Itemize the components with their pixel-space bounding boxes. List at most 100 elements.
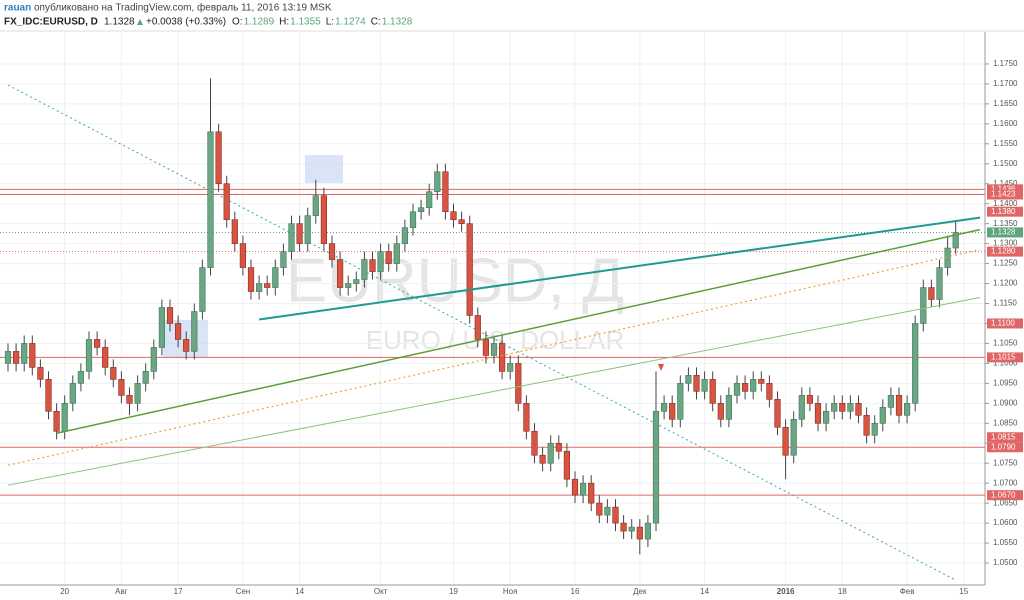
candle-body — [944, 247, 951, 268]
candle-body — [142, 371, 149, 384]
candle-body — [903, 403, 911, 416]
header-ohlc: O: 1.1289 H: 1.1355 L: 1.1274 C: 1.1328 — [232, 17, 413, 28]
level-label-box — [987, 490, 1023, 501]
candle-body — [515, 363, 522, 404]
candle-body — [409, 211, 417, 228]
candles — [4, 78, 959, 555]
candle-body — [571, 478, 579, 496]
signal-marker — [658, 364, 664, 371]
y-tick-label: 1.1450 — [993, 179, 1018, 188]
candle-body — [458, 219, 465, 224]
x-tick-label: 19 — [449, 587, 458, 596]
candle-body — [547, 442, 554, 464]
candle-body — [498, 343, 506, 372]
level-label: 1.1015 — [991, 353, 1016, 362]
x-tick-label: 14 — [295, 587, 304, 596]
y-tick-label: 1.1150 — [993, 299, 1017, 308]
ohlc-value: 1.1289 — [244, 17, 275, 28]
candle-body — [596, 502, 603, 516]
candle-body — [490, 343, 498, 356]
candle-body — [29, 343, 36, 368]
candle-body — [272, 267, 279, 288]
candle-body — [863, 415, 870, 436]
x-tick-label: 14 — [700, 587, 709, 596]
y-tick-label: 1.1050 — [993, 339, 1018, 348]
x-tick-label: Авг — [115, 587, 128, 596]
candle-body — [741, 383, 749, 392]
candle-body — [482, 339, 490, 356]
level-label: 1.1100 — [991, 319, 1015, 328]
candle-body — [247, 267, 255, 292]
ohlc-value: 1.1274 — [335, 17, 366, 28]
candle-body — [620, 522, 627, 532]
candle-body — [336, 259, 344, 288]
candle-body — [531, 430, 538, 456]
level-label-box — [987, 206, 1023, 217]
y-tick-label: 1.0600 — [993, 518, 1018, 527]
candle-body — [790, 418, 797, 456]
candle-body — [636, 526, 643, 540]
candle-body — [21, 343, 28, 364]
candle-body — [191, 311, 198, 352]
y-tick-label: 1.1300 — [993, 239, 1018, 248]
level-label-box — [987, 227, 1023, 238]
candle-body — [215, 131, 222, 185]
header-last: 1.1328 — [104, 17, 135, 28]
candle-body — [94, 339, 101, 348]
candle-body — [207, 131, 214, 268]
ohlc-value: 1.1355 — [290, 17, 321, 28]
candle-body — [434, 171, 441, 193]
candle-body — [474, 315, 481, 340]
header-published: опубликовано на TradingView.com, февраль… — [34, 2, 332, 14]
x-tick-label: Дек — [633, 587, 647, 596]
candle-body — [887, 395, 894, 408]
candle-body — [312, 195, 319, 216]
y-tick-label: 1.1750 — [993, 59, 1018, 68]
ohlc-label: C: — [371, 17, 381, 28]
ohlc-value: 1.1328 — [382, 17, 413, 28]
ohlc-label: L: — [326, 17, 334, 28]
level-label-box — [987, 352, 1023, 363]
candle-body — [652, 411, 660, 524]
trend-line — [258, 216, 981, 321]
y-tick-label: 1.1350 — [993, 219, 1018, 228]
candle-body — [555, 442, 562, 452]
header-user: rauan — [4, 3, 31, 14]
candle-body — [912, 323, 919, 404]
candle-body — [669, 403, 676, 420]
y-tick-label: 1.1250 — [993, 259, 1018, 268]
level-label: 1.1328 — [991, 228, 1016, 237]
y-tick-label: 1.1600 — [993, 119, 1018, 128]
candle-body — [701, 379, 708, 392]
candle-body — [733, 383, 741, 396]
candle-body — [952, 232, 959, 249]
candle-body — [798, 395, 805, 420]
y-tick-label: 1.0550 — [993, 538, 1018, 547]
trend-line — [56, 228, 981, 435]
candle-body — [183, 339, 190, 352]
x-tick-label: 16 — [571, 587, 580, 596]
candle-body — [296, 223, 303, 244]
level-label-box — [987, 246, 1023, 257]
level-label-box — [987, 432, 1023, 443]
candle-body — [255, 283, 263, 292]
candle-body — [450, 211, 457, 220]
candle-body — [280, 251, 287, 268]
candle-body — [150, 347, 157, 372]
candle-body — [895, 395, 903, 416]
level-label: 1.0790 — [991, 442, 1016, 451]
candle-body — [126, 395, 133, 404]
candle-body — [831, 403, 838, 412]
y-tick-label: 1.0700 — [993, 478, 1018, 487]
candle-body — [758, 379, 765, 384]
axes: 1.0500 1.0550 1.0600 1.0650 1.0700 1.0750 1.08… — [60, 59, 1023, 596]
level-label-box — [987, 442, 1023, 453]
x-tick-label: Окт — [374, 587, 388, 596]
ohlc-label: O: — [232, 17, 243, 28]
x-tick-label: Ноя — [503, 587, 518, 596]
candle-body — [264, 283, 271, 288]
candle-body — [304, 215, 311, 244]
change-arrow — [137, 19, 143, 25]
